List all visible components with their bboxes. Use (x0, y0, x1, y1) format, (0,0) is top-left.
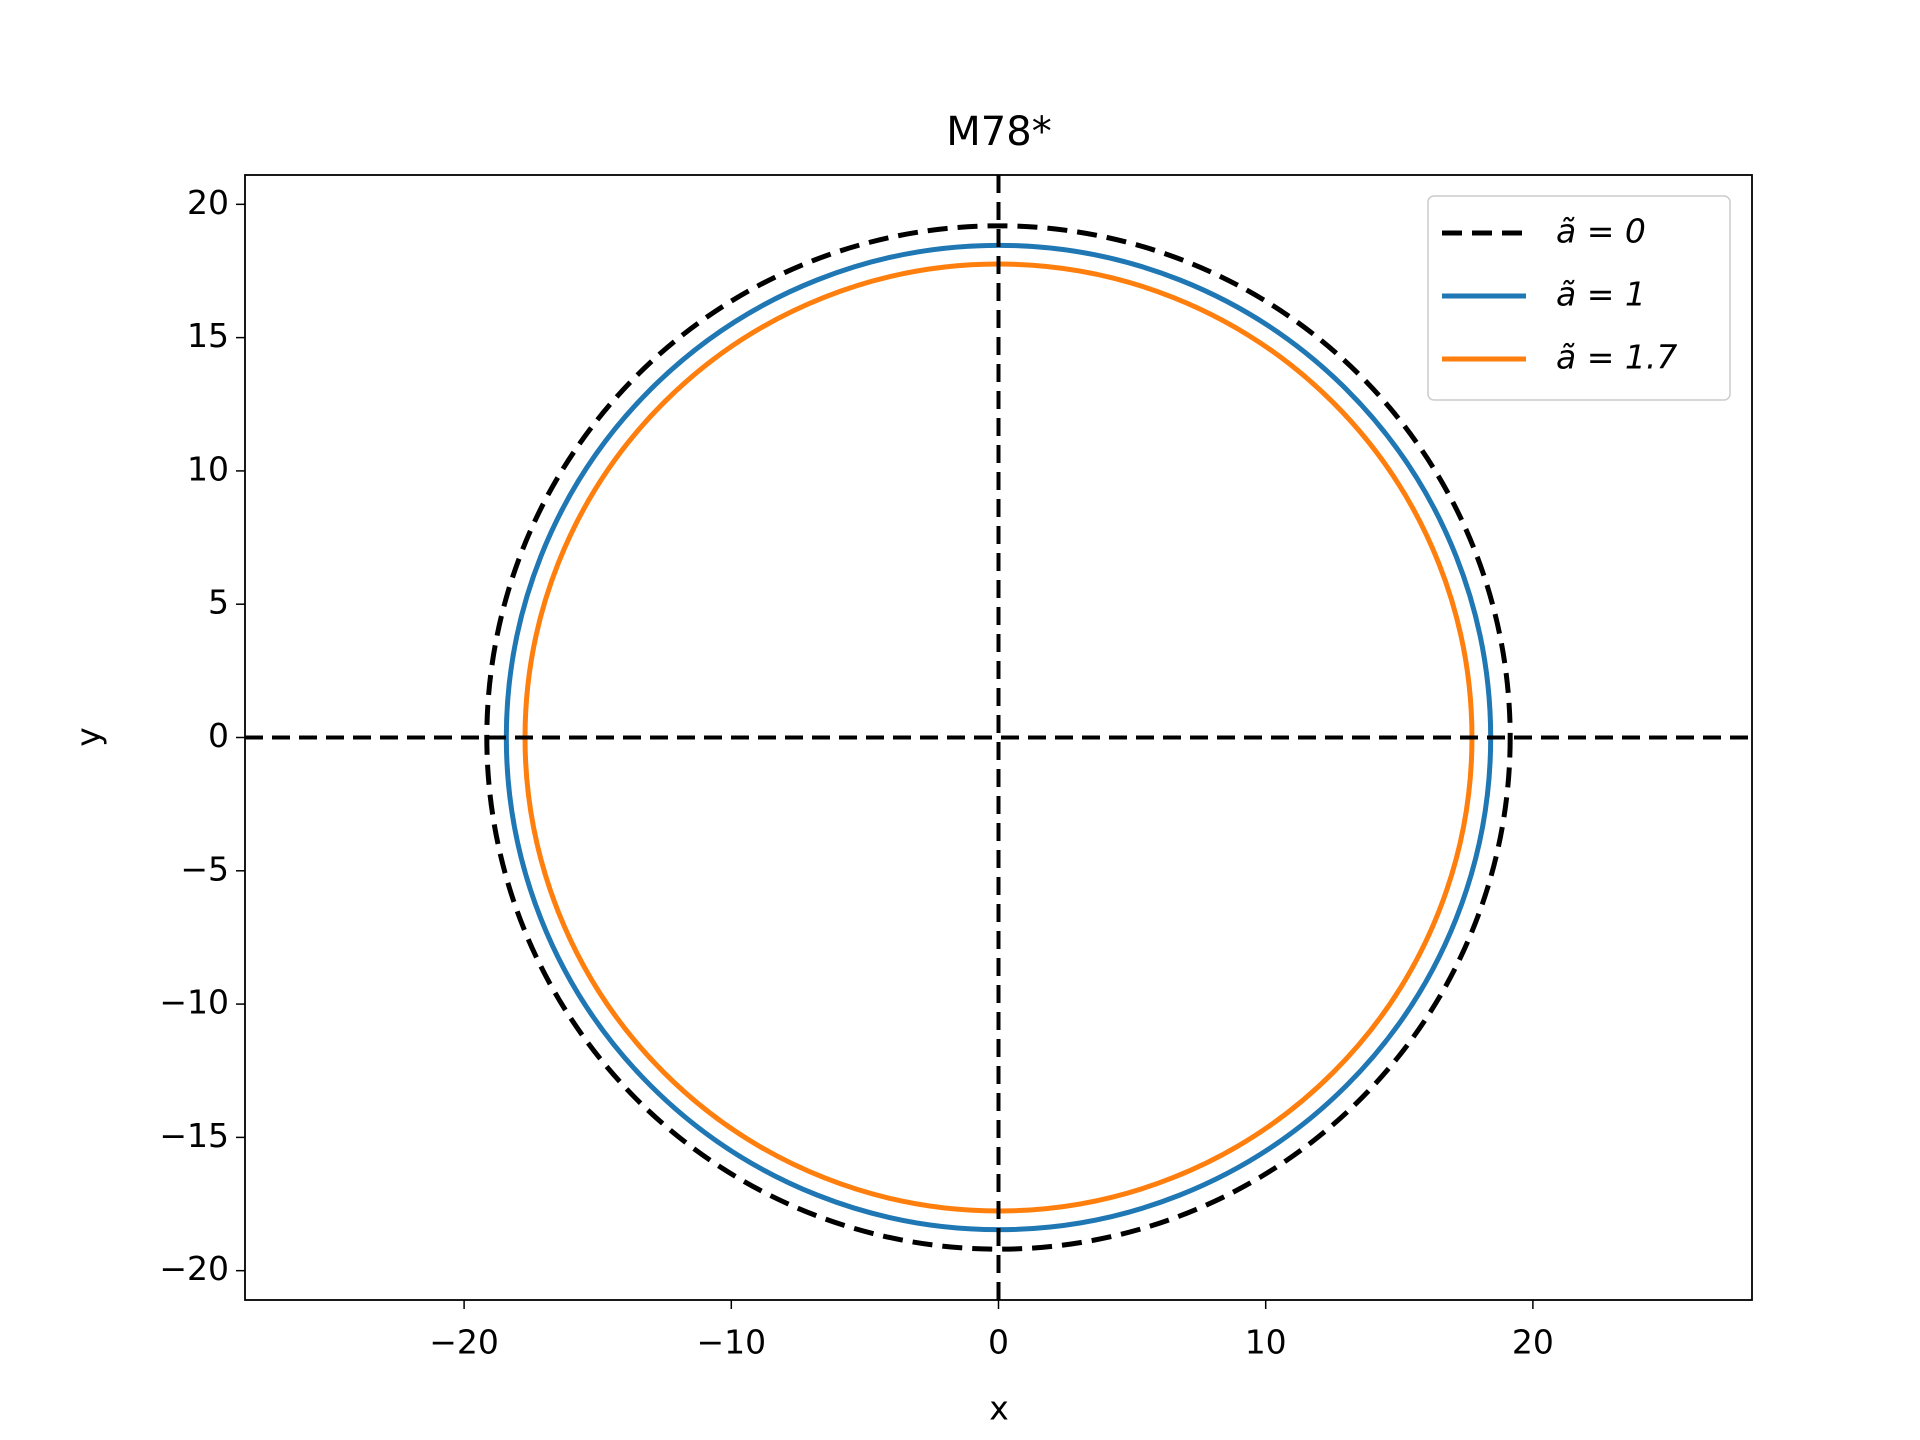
x-tick-label: 20 (1512, 1323, 1554, 1362)
shadow-circle (484, 223, 1513, 1252)
legend-box (1427, 195, 1731, 401)
x-tick-label: −20 (429, 1323, 499, 1362)
x-tick-label: 0 (988, 1323, 1009, 1362)
y-tick-label: 15 (187, 316, 229, 355)
legend-label: ã = 0 (1556, 212, 1646, 251)
x-tick-label: 10 (1245, 1323, 1287, 1362)
y-tick-label: 20 (187, 183, 229, 222)
y-tick-label: −15 (159, 1116, 229, 1155)
legend-label: ã = 1 (1556, 275, 1646, 314)
x-tick-label: −10 (696, 1323, 766, 1362)
y-tick-label: −10 (159, 983, 229, 1022)
y-tick-label: 0 (208, 716, 229, 755)
y-tick-label: −20 (159, 1249, 229, 1288)
chart-title: M78* (946, 109, 1051, 155)
legend-label: ã = 1.7 (1556, 338, 1677, 377)
y-tick-label: 5 (208, 583, 229, 622)
y-tick-label: 10 (187, 449, 229, 488)
y-axis-label: y (69, 727, 108, 747)
y-tick-label: −5 (180, 849, 229, 888)
x-axis-label: x (989, 1389, 1009, 1428)
plot-frame (244, 174, 1753, 1301)
